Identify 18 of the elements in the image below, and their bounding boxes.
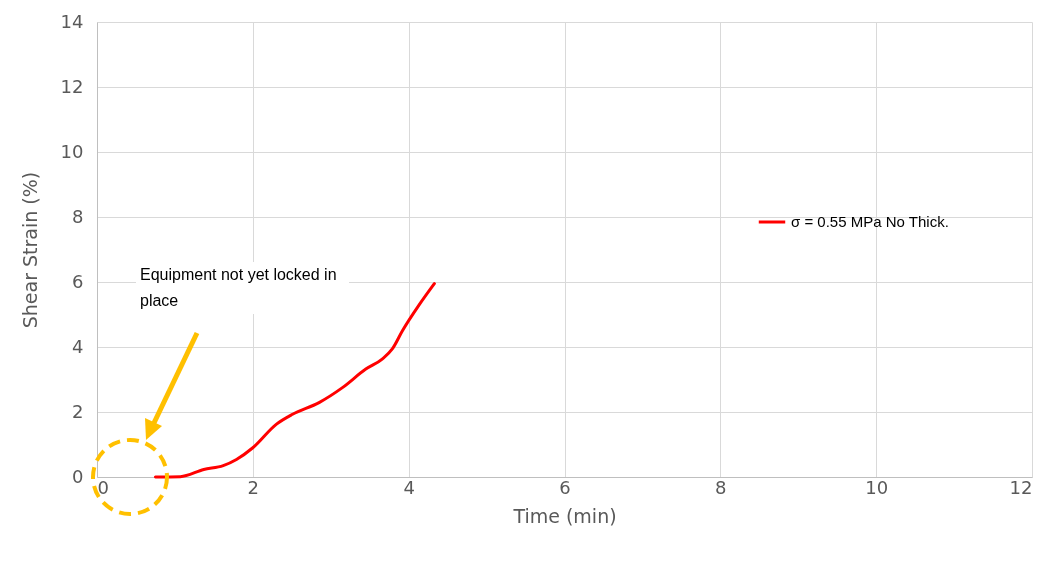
x-axis-title: Time (min)	[512, 504, 617, 527]
x-tick-label: 2	[247, 476, 260, 498]
x-tick-label: 12	[1009, 476, 1033, 498]
y-tick-label: 2	[72, 400, 84, 422]
y-tick-label: 8	[72, 205, 84, 227]
y-axis-title: Shear Strain (%)	[18, 171, 41, 329]
y-tick-label: 6	[72, 270, 84, 292]
y-tick-label: 12	[60, 75, 84, 97]
x-tick-label: 0	[97, 476, 109, 498]
annotation: Equipment not yet locked in place	[136, 262, 349, 314]
y-tick-label: 14	[60, 10, 84, 32]
x-tick-label: 10	[865, 476, 889, 498]
y-tick-label: 10	[60, 140, 84, 162]
x-tick-label: 4	[403, 476, 415, 498]
legend-label: σ = 0.55 MPa No Thick.	[791, 213, 949, 230]
x-tick-label: 8	[715, 476, 727, 498]
x-tick-label: 6	[559, 476, 571, 498]
y-tick-label: 4	[72, 335, 84, 357]
